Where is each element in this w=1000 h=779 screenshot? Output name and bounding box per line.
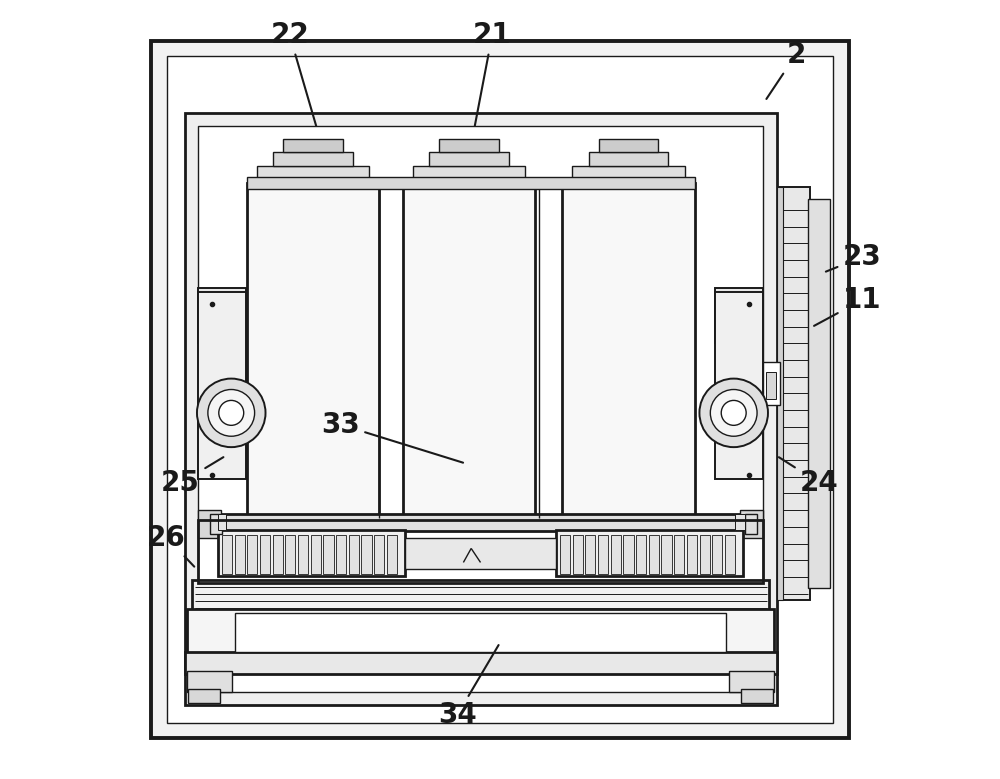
Bar <box>808 199 830 588</box>
Bar <box>218 530 405 576</box>
Bar <box>188 689 220 703</box>
Circle shape <box>208 390 255 436</box>
Bar <box>235 613 726 652</box>
Text: 33: 33 <box>321 411 463 463</box>
Bar <box>247 535 257 574</box>
Bar <box>167 56 833 723</box>
Bar <box>636 535 646 574</box>
Bar <box>573 535 583 574</box>
Bar <box>439 139 499 152</box>
Bar <box>745 514 757 534</box>
Bar <box>766 372 776 399</box>
Bar <box>572 166 685 183</box>
Text: 24: 24 <box>779 457 839 497</box>
Text: 25: 25 <box>161 457 223 497</box>
Bar <box>151 41 849 738</box>
Bar <box>273 535 283 574</box>
Bar <box>687 535 697 574</box>
Bar <box>218 514 744 531</box>
Bar <box>311 535 321 574</box>
Bar <box>611 535 621 574</box>
Bar <box>661 535 672 574</box>
Text: 34: 34 <box>438 645 499 729</box>
Bar <box>247 177 695 189</box>
Bar <box>735 514 745 530</box>
Bar <box>235 535 245 574</box>
Bar <box>198 520 763 583</box>
Text: 21: 21 <box>473 21 512 125</box>
Bar <box>779 187 810 600</box>
Text: 22: 22 <box>270 21 316 126</box>
Bar <box>598 535 608 574</box>
Bar <box>374 535 384 574</box>
Circle shape <box>219 400 244 425</box>
Bar <box>273 152 353 166</box>
Bar <box>649 535 659 574</box>
Text: 23: 23 <box>826 243 882 272</box>
Bar <box>257 166 369 183</box>
Bar <box>285 535 295 574</box>
Bar <box>405 538 556 569</box>
Bar <box>298 535 308 574</box>
Text: 11: 11 <box>814 286 881 326</box>
Bar <box>562 183 695 518</box>
Bar <box>198 288 246 343</box>
Bar <box>198 126 763 692</box>
Bar <box>674 535 684 574</box>
Bar <box>387 535 397 574</box>
Bar <box>283 139 343 152</box>
Text: 2: 2 <box>766 41 806 99</box>
Bar <box>210 514 222 534</box>
Bar <box>560 535 570 574</box>
Bar <box>725 535 735 574</box>
Bar <box>198 292 246 479</box>
Bar <box>429 152 509 166</box>
Bar <box>599 139 658 152</box>
Bar <box>589 152 668 166</box>
Bar <box>741 689 773 703</box>
Bar <box>715 288 763 343</box>
Bar <box>712 535 722 574</box>
Bar <box>777 187 783 600</box>
Circle shape <box>710 390 757 436</box>
Text: 26: 26 <box>147 523 194 566</box>
Bar <box>222 535 232 574</box>
Bar <box>192 580 769 612</box>
Bar <box>198 510 221 538</box>
Circle shape <box>197 379 266 447</box>
Circle shape <box>699 379 768 447</box>
Bar <box>403 183 535 518</box>
Bar <box>740 510 763 538</box>
Bar <box>218 514 226 530</box>
Bar <box>185 652 777 674</box>
Bar <box>413 166 525 183</box>
Bar <box>729 671 774 692</box>
Bar <box>585 535 595 574</box>
Bar <box>349 535 359 574</box>
Circle shape <box>721 400 746 425</box>
Bar <box>187 671 232 692</box>
Bar <box>323 535 334 574</box>
Bar <box>623 535 634 574</box>
Bar <box>361 535 372 574</box>
Bar <box>260 535 270 574</box>
Bar <box>700 535 710 574</box>
Bar <box>763 362 780 405</box>
Bar <box>247 183 379 518</box>
Bar <box>187 609 774 654</box>
Bar <box>556 530 743 576</box>
Bar <box>715 292 763 479</box>
Bar <box>336 535 346 574</box>
Bar <box>185 113 777 705</box>
